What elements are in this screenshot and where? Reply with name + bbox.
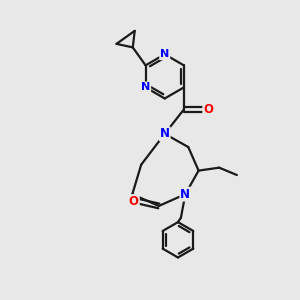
Text: N: N: [180, 188, 190, 201]
Text: N: N: [160, 49, 169, 59]
Text: O: O: [129, 195, 139, 208]
Text: O: O: [203, 103, 213, 116]
Text: N: N: [160, 127, 170, 140]
Text: N: N: [141, 82, 150, 92]
